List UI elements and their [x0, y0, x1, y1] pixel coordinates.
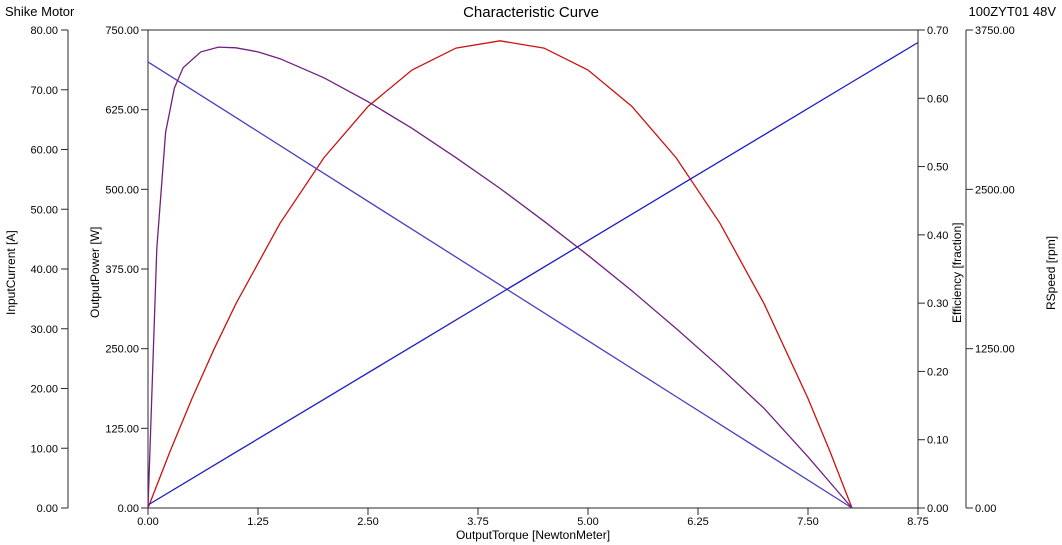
current-tick-label: 40.00: [30, 264, 58, 276]
chart-title: Characteristic Curve: [463, 4, 599, 21]
rspeed-tick-label: 0.00: [975, 503, 996, 515]
motor-model-label: 100ZYT01 48V: [968, 4, 1056, 19]
x-tick-label: 8.75: [907, 516, 928, 528]
x-tick-label: 7.50: [797, 516, 818, 528]
y-axis-title-input-current: InputCurrent [A]: [4, 230, 18, 315]
y-axis-title-rspeed: RSpeed [rpm]: [1044, 235, 1058, 310]
x-tick-label: 6.25: [687, 516, 708, 528]
series-efficiency-curve: [147, 46, 853, 509]
efficiency-tick-label: 0.10: [927, 435, 948, 447]
current-tick-label: 0.00: [37, 503, 58, 515]
power-tick-label: 750.00: [105, 25, 139, 37]
y-axis-title-output-power: OutputPower [W]: [88, 226, 102, 319]
efficiency-tick-label: 0.00: [927, 503, 948, 515]
current-tick-label: 60.00: [30, 145, 58, 157]
x-tick-label: 2.50: [357, 516, 378, 528]
x-tick-label: 3.75: [467, 516, 488, 528]
efficiency-tick-label: 0.70: [927, 25, 948, 37]
power-tick-label: 625.00: [105, 105, 139, 117]
power-tick-label: 375.00: [105, 264, 139, 276]
series-outputpower-curve: [147, 40, 853, 509]
power-tick-label: 250.00: [105, 344, 139, 356]
current-tick-label: 50.00: [30, 204, 58, 216]
efficiency-tick-label: 0.30: [927, 298, 948, 310]
efficiency-tick-label: 0.40: [927, 230, 948, 242]
rspeed-tick-label: 2500.00: [975, 184, 1015, 196]
current-tick-label: 10.00: [30, 443, 58, 455]
power-tick-label: 0.00: [118, 503, 139, 515]
power-tick-label: 125.00: [105, 423, 139, 435]
motor-name-label: Shike Motor: [5, 4, 75, 19]
current-tick-label: 80.00: [30, 25, 58, 37]
power-tick-label: 500.00: [105, 184, 139, 196]
x-tick-label: 1.25: [247, 516, 268, 528]
series-inputcurrent-curve: [147, 41, 919, 506]
rspeed-tick-label: 1250.00: [975, 344, 1015, 356]
x-tick-label: 5.00: [577, 516, 598, 528]
y-axis-title-efficiency: Efficiency [fraction]: [950, 222, 964, 323]
series-rspeed-curve: [147, 61, 853, 509]
efficiency-tick-label: 0.20: [927, 366, 948, 378]
current-tick-label: 20.00: [30, 384, 58, 396]
rspeed-tick-label: 3750.00: [975, 25, 1015, 37]
x-axis-title: OutputTorque [NewtonMeter]: [455, 528, 611, 542]
x-tick-label: 0.00: [137, 516, 158, 528]
efficiency-tick-label: 0.50: [927, 162, 948, 174]
current-tick-label: 30.00: [30, 324, 58, 336]
current-tick-label: 70.00: [30, 85, 58, 97]
efficiency-tick-label: 0.60: [927, 93, 948, 105]
